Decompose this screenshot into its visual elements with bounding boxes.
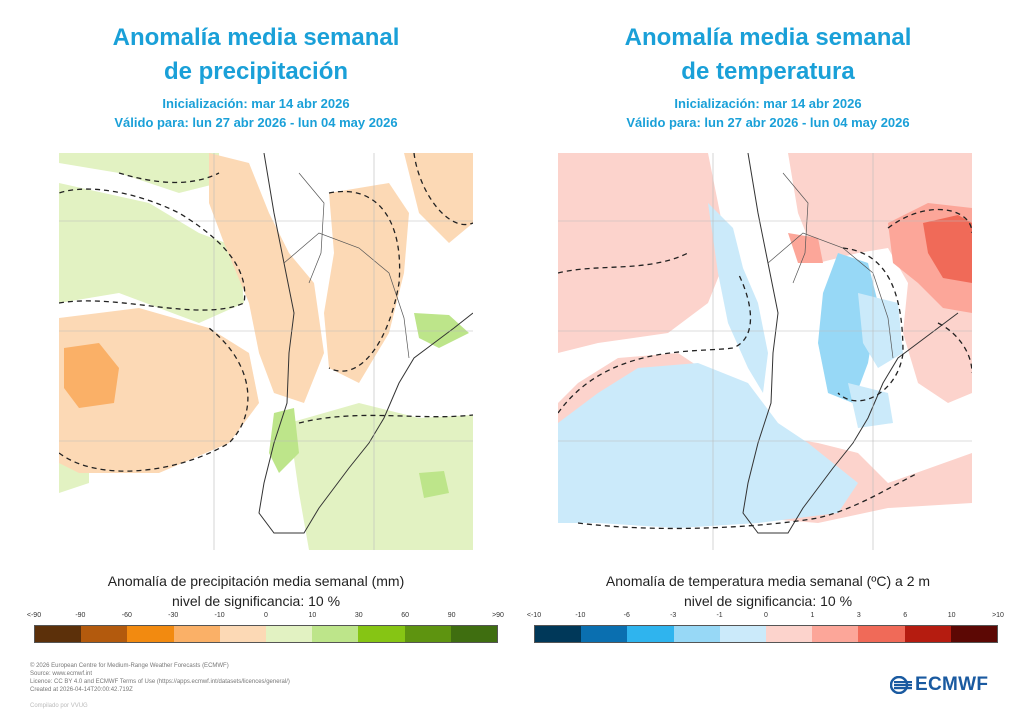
precip-tick: <-90 — [26, 612, 42, 619]
precip-legend-title: Anomalía de precipitación media semanal … — [107, 573, 405, 589]
precip-colorbar-ticks: <-90 -90 -60 -30 -10 0 10 30 60 90 >90 — [27, 612, 504, 624]
temp-tick: 10 — [947, 612, 956, 619]
precip-tick: -30 — [168, 612, 179, 619]
precip-orange-area — [404, 153, 473, 243]
temp-blue-area — [708, 203, 768, 393]
temp-colorbar-swatches — [534, 625, 998, 643]
temp-swatch — [858, 626, 905, 642]
temp-tick: >10 — [992, 612, 1004, 619]
precip-swatch — [219, 626, 267, 642]
precip-green-area — [419, 471, 449, 498]
coastline — [258, 153, 473, 534]
ecmwf-logo: ECMWF — [890, 674, 988, 696]
precip-tick: >90 — [492, 612, 504, 619]
ecmwf-logo-text: ECMWF — [915, 674, 989, 695]
coastline — [742, 153, 959, 534]
precip-tick: 0 — [264, 612, 268, 619]
precip-green-area — [59, 183, 244, 323]
temp-swatch — [627, 626, 674, 642]
precip-green-area — [289, 403, 473, 550]
temperature-panel: Anomalía media semanal de temperatura In… — [512, 0, 1024, 643]
temp-colorbar-ticks: <-10 -10 -6 -3 -1 0 1 3 6 10 >10 — [527, 612, 1004, 624]
precip-colorbar: <-90 -90 -60 -30 -10 0 10 30 60 90 >90 — [27, 612, 504, 644]
precip-init: Inicialización: mar 14 abr 2026 — [162, 96, 350, 111]
precip-orange-area — [64, 343, 119, 408]
temp-tick: 0 — [764, 612, 768, 619]
temp-blue-area — [818, 253, 878, 403]
temp-swatch — [535, 626, 582, 642]
precip-green-area — [269, 408, 299, 473]
temp-tick: 3 — [856, 612, 861, 619]
temp-swatch — [581, 626, 628, 642]
ecmwf-logo-icon — [890, 676, 912, 694]
temp-tick: 6 — [903, 612, 908, 619]
temp-swatch — [673, 626, 720, 642]
temp-neutral-area — [558, 503, 972, 550]
precip-colorbar-swatches — [34, 625, 498, 643]
footer-created: Created at 2026-04-14T20:00:42.719Z — [30, 687, 133, 693]
precip-swatch — [35, 626, 82, 642]
precip-tick: -10 — [214, 612, 225, 619]
temp-init: Inicialización: mar 14 abr 2026 — [674, 96, 862, 111]
footer-copyright: © 2026 European Centre for Medium-Range … — [30, 663, 229, 669]
compiled-by: Compilado por VVUG — [30, 703, 88, 709]
temp-title-line2: de temperatura — [681, 58, 855, 85]
temp-tick: -10 — [575, 612, 586, 619]
precip-orange-area — [59, 308, 259, 473]
precip-map[interactable] — [59, 153, 473, 550]
temp-swatch — [719, 626, 767, 642]
temp-tick: -6 — [623, 612, 630, 619]
temp-swatch — [812, 626, 859, 642]
precip-green-area — [414, 313, 469, 348]
precip-swatch — [127, 626, 174, 642]
precip-swatch — [404, 626, 451, 642]
temp-tick: <-10 — [526, 612, 542, 619]
precip-swatch — [266, 626, 313, 642]
temp-map[interactable] — [558, 153, 972, 550]
precip-swatch — [358, 626, 405, 642]
temp-valid: Válido para: lun 27 abr 2026 - lun 04 ma… — [626, 115, 910, 130]
footer-licence: Licence: CC BY 4.0 and ECMWF Terms of Us… — [30, 679, 290, 685]
border — [782, 172, 809, 284]
precip-swatch — [81, 626, 128, 642]
precip-swatch — [450, 626, 498, 642]
temp-blue-area — [848, 383, 893, 428]
precip-swatch — [312, 626, 359, 642]
precip-orange-area — [324, 183, 409, 383]
temp-tick: -3 — [670, 612, 677, 619]
precip-orange-area — [209, 153, 324, 403]
temp-swatch — [766, 626, 813, 642]
temp-significance: nivel de significancia: 10 % — [683, 593, 853, 609]
temp-swatch — [950, 626, 998, 642]
precip-title-line2: de precipitación — [163, 58, 349, 85]
precip-tick: 60 — [401, 612, 410, 619]
precipitation-panel: Anomalía media semanal de precipitación … — [0, 0, 512, 643]
precip-tick: 90 — [447, 612, 456, 619]
precip-title-line1: Anomalía media semanal — [112, 24, 400, 51]
footer-source: Source: www.ecmwf.int — [30, 671, 93, 677]
temp-red-area — [923, 215, 972, 283]
precip-significance: nivel de significancia: 10 % — [171, 593, 341, 609]
precip-tick: -60 — [121, 612, 132, 619]
precip-green-area — [59, 153, 219, 193]
precip-valid: Válido para: lun 27 abr 2026 - lun 04 ma… — [114, 115, 398, 130]
border — [298, 172, 325, 284]
temp-legend-title: Anomalía de temperatura media semanal (º… — [605, 573, 931, 589]
temp-blue-area — [558, 363, 858, 528]
temp-colorbar: <-10 -10 -6 -3 -1 0 1 3 6 10 >10 — [527, 612, 1004, 644]
precip-tick: 30 — [354, 612, 363, 619]
temp-tick: 1 — [810, 612, 815, 619]
copyright-footer: © 2026 European Centre for Medium-Range … — [30, 662, 290, 694]
temp-tick: -1 — [716, 612, 723, 619]
precip-swatch — [173, 626, 220, 642]
border — [767, 232, 894, 359]
temp-title-line1: Anomalía media semanal — [624, 24, 912, 51]
precip-tick: 10 — [308, 612, 317, 619]
precip-tick: -90 — [75, 612, 86, 619]
temp-swatch — [904, 626, 951, 642]
